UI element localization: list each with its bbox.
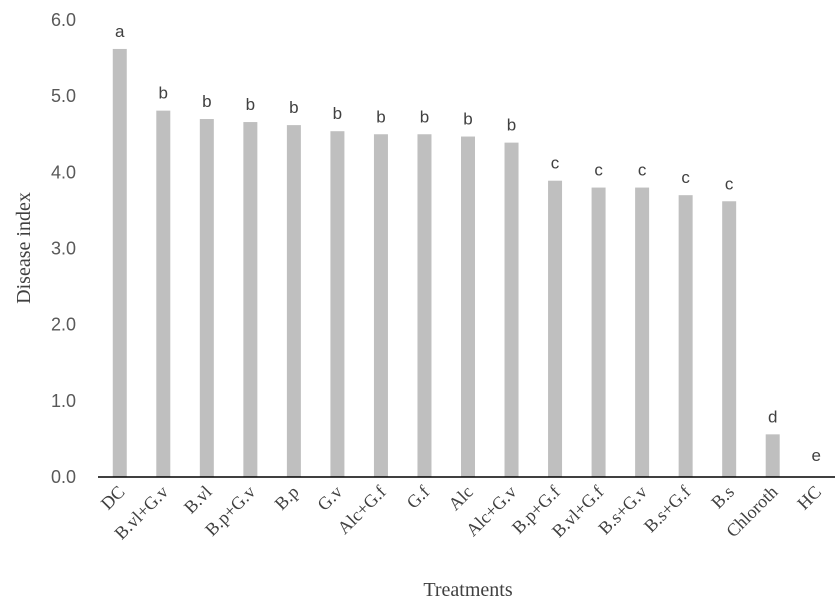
bar bbox=[156, 110, 171, 477]
y-tick-label: 3.0 bbox=[51, 239, 76, 259]
x-tick-label: B.s+G.v bbox=[594, 482, 651, 539]
significance-letter: c bbox=[594, 161, 603, 180]
bar bbox=[678, 195, 693, 477]
y-axis-ticks: 0.0 1.0 2.0 3.0 4.0 5.0 6.0 bbox=[51, 10, 76, 487]
y-tick-label: 1.0 bbox=[51, 391, 76, 411]
x-tick-label: G.f bbox=[403, 482, 434, 513]
y-tick-label: 5.0 bbox=[51, 86, 76, 106]
y-axis-title: Disease index bbox=[13, 192, 35, 304]
significance-letter: d bbox=[768, 407, 777, 426]
x-tick-label: DC bbox=[97, 482, 129, 514]
significance-letter: b bbox=[289, 98, 298, 117]
bar bbox=[765, 434, 780, 477]
x-axis-title: Treatments bbox=[423, 579, 512, 601]
significance-letter: c bbox=[638, 161, 647, 180]
bar bbox=[635, 187, 650, 478]
bars bbox=[112, 48, 780, 478]
bar bbox=[591, 187, 606, 478]
bar bbox=[417, 134, 432, 477]
significance-letter: c bbox=[551, 154, 560, 173]
bar bbox=[243, 122, 258, 478]
significance-letter: c bbox=[681, 168, 690, 187]
bar bbox=[461, 136, 475, 477]
bar bbox=[330, 131, 345, 477]
x-tick-label: B.p bbox=[271, 482, 303, 514]
significance-letter: b bbox=[246, 95, 255, 114]
bar bbox=[199, 119, 214, 478]
y-tick-label: 4.0 bbox=[51, 162, 76, 182]
bar bbox=[286, 125, 301, 478]
significance-letter: b bbox=[463, 110, 472, 129]
significance-letter: e bbox=[812, 446, 821, 465]
significance-letter: a bbox=[115, 22, 125, 41]
x-tick-label: Alc bbox=[444, 482, 477, 515]
bar bbox=[722, 201, 737, 477]
significance-letter: c bbox=[725, 174, 734, 193]
significance-letter: b bbox=[507, 116, 516, 135]
bar bbox=[373, 134, 388, 477]
significance-letter: b bbox=[333, 104, 342, 123]
x-tick-label: G.v bbox=[313, 482, 346, 515]
x-tick-label: B.s+G.f bbox=[640, 482, 695, 537]
significance-letter: b bbox=[159, 84, 168, 103]
bar bbox=[548, 180, 563, 477]
significance-letters: a b b b b b b b b b c c c c c d e bbox=[115, 22, 821, 465]
significance-letter: b bbox=[202, 92, 211, 111]
significance-letter: b bbox=[376, 107, 385, 126]
y-tick-label: 6.0 bbox=[51, 10, 76, 30]
y-tick-label: 2.0 bbox=[51, 315, 76, 335]
bar bbox=[504, 142, 519, 477]
x-tick-label: B.vl bbox=[180, 482, 216, 518]
y-tick-label: 0.0 bbox=[51, 467, 76, 487]
significance-letter: b bbox=[420, 107, 429, 126]
bar bbox=[112, 48, 127, 478]
x-tick-label: HC bbox=[793, 482, 825, 514]
x-tick-label: B.s bbox=[707, 482, 738, 513]
x-tick-label: Alc+G.f bbox=[333, 482, 389, 538]
